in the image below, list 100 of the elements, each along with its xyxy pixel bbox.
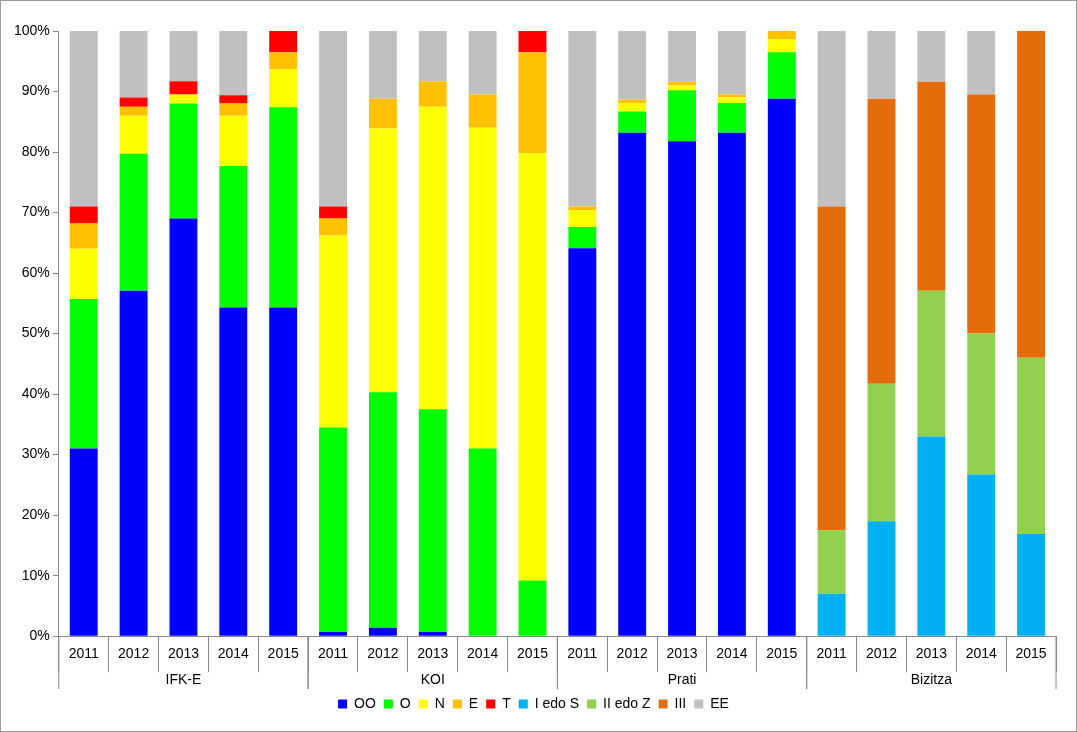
bar (269, 107, 298, 308)
y-tick-label: 80% (21, 142, 50, 159)
bar (717, 132, 746, 636)
bar (319, 235, 347, 428)
legend-label: N (434, 694, 445, 711)
bar (119, 31, 148, 98)
bar (368, 627, 397, 636)
bar (319, 31, 347, 207)
bar (219, 115, 248, 166)
bar (717, 103, 746, 133)
text: Prati (667, 671, 697, 688)
bar (717, 94, 746, 98)
bar (618, 31, 647, 100)
bar (668, 31, 697, 82)
bar (69, 223, 98, 249)
y-tick-label: 70% (21, 203, 50, 220)
x-tick-label: 2011 (816, 645, 847, 662)
bar (917, 31, 946, 82)
bar (269, 52, 298, 70)
bar (668, 141, 697, 636)
bar (518, 153, 547, 581)
legend-label: I edo S (534, 694, 580, 711)
bar (418, 409, 447, 632)
bar (518, 580, 547, 636)
legend-label: O (399, 694, 411, 711)
bar (518, 52, 547, 154)
x-tick-label: 2014 (467, 645, 499, 662)
x-tick-label: 2015 (1015, 645, 1047, 662)
x-tick-label: 2015 (766, 645, 798, 662)
bar (767, 98, 796, 636)
legend-label: EE (710, 694, 729, 711)
y-tick-label: 40% (21, 384, 50, 401)
bar (1017, 31, 1046, 358)
bar (1017, 533, 1046, 636)
x-tick-label: 2011 (567, 645, 598, 662)
y-tick-label: 20% (21, 506, 50, 523)
legend-label: III (674, 694, 687, 711)
bar (867, 521, 896, 636)
x-tick-label: 2014 (965, 645, 997, 662)
bar (618, 132, 647, 636)
bar (967, 333, 996, 475)
y-tick-label: 60% (21, 263, 50, 280)
bar (368, 128, 397, 393)
bar (967, 94, 996, 334)
bar (418, 631, 447, 636)
bar (817, 31, 846, 207)
bar (1017, 357, 1046, 534)
bar (468, 94, 497, 128)
bar (817, 593, 846, 636)
bar (618, 111, 647, 133)
bar (568, 31, 597, 207)
y-tick-label: 0% (29, 627, 50, 644)
bar (668, 85, 697, 91)
bar (867, 98, 896, 384)
bar (269, 69, 298, 108)
bar (717, 97, 746, 104)
bar (119, 97, 148, 107)
bar (119, 290, 148, 636)
text: Bizitza (910, 671, 953, 688)
bar (518, 31, 547, 53)
x-tick-label: 2013 (666, 645, 698, 662)
bar (917, 290, 946, 437)
y-tick-label: 90% (21, 82, 50, 99)
legend-label: E (468, 694, 479, 711)
bar (169, 81, 198, 95)
bar (119, 153, 148, 291)
x-tick-label: 2011 (68, 645, 99, 662)
bar (69, 206, 98, 224)
bar (468, 448, 497, 636)
text: KOI (420, 671, 445, 688)
y-tick-label: 30% (21, 445, 50, 462)
bar (69, 448, 98, 636)
x-tick-label: 2011 (317, 645, 349, 662)
bar (867, 383, 896, 522)
bar (468, 127, 497, 449)
x-tick-label: 2014 (217, 645, 250, 662)
bar (668, 90, 697, 142)
bar (69, 31, 98, 207)
legend-label: II edo Z (603, 694, 652, 711)
bar (418, 81, 447, 107)
bar (319, 218, 347, 236)
bar (269, 307, 298, 636)
y-tick-label: 10% (21, 566, 50, 583)
bar (319, 631, 347, 636)
bar (219, 103, 248, 116)
bar (319, 427, 347, 632)
x-tick-label: 2014 (716, 645, 748, 662)
y-tick-label: 100% (13, 21, 50, 38)
bar (319, 206, 347, 219)
bar (917, 436, 946, 636)
bar (418, 31, 447, 82)
bar (169, 218, 198, 636)
bar (767, 39, 796, 53)
text: IFK-E (165, 671, 202, 688)
bar (418, 106, 447, 410)
x-tick-label: 2013 (167, 645, 200, 662)
x-tick-label: 2013 (915, 645, 948, 662)
bar (119, 106, 148, 116)
bar (568, 248, 597, 636)
bar (717, 31, 746, 95)
